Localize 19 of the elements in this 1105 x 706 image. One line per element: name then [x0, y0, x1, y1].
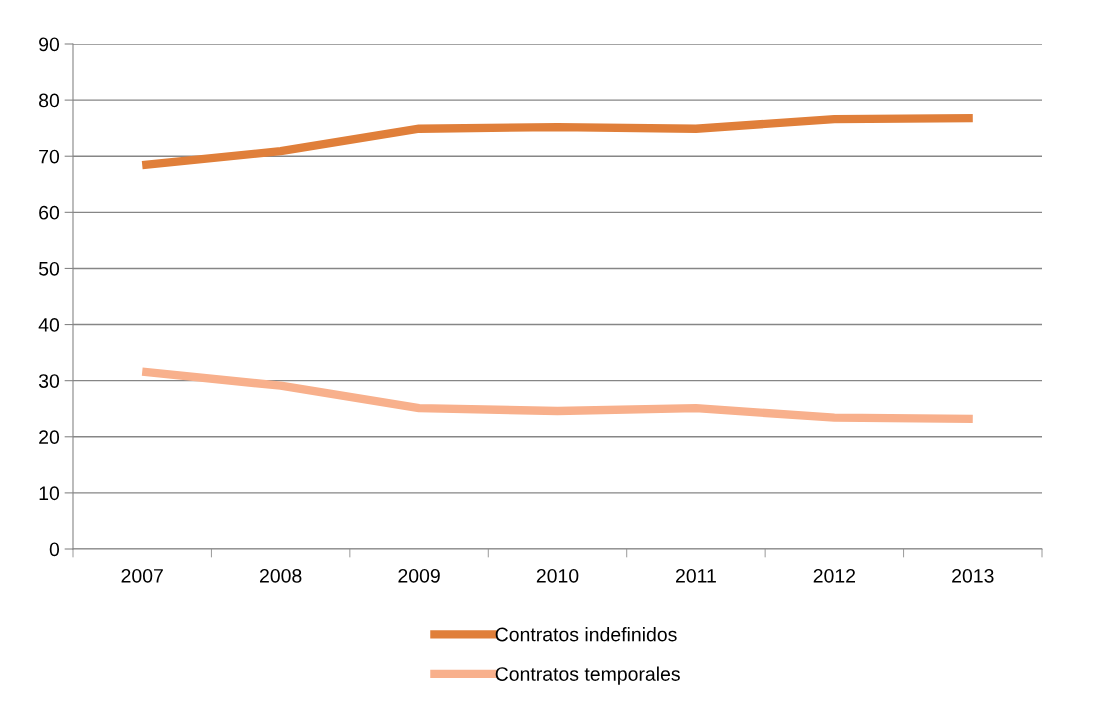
y-tick-label: 50 — [38, 261, 60, 276]
y-tick-label: 0 — [49, 542, 60, 557]
legend-label: Contratos temporales — [495, 666, 680, 685]
y-tick-label: 30 — [38, 374, 60, 388]
x-tick-label: 2013 — [952, 568, 994, 583]
x-tick-label: 2009 — [398, 568, 440, 583]
y-tick-label: 20 — [39, 430, 60, 445]
legend-label: Contratos indefinidos — [495, 627, 677, 642]
x-tick-label: 2008 — [260, 568, 302, 583]
x-tick-label: 2010 — [536, 568, 579, 583]
y-tick-label: 40 — [38, 318, 60, 332]
x-tick-label: 2007 — [121, 568, 163, 583]
x-tick-label: 2012 — [813, 568, 856, 583]
y-tick-label: 70 — [39, 149, 60, 164]
x-tick-label: 2011 — [676, 568, 716, 583]
y-tick-label: 80 — [39, 93, 60, 108]
y-tick-label: 10 — [39, 486, 60, 501]
y-tick-label: 90 — [39, 37, 60, 52]
y-tick-label: 60 — [39, 205, 60, 220]
